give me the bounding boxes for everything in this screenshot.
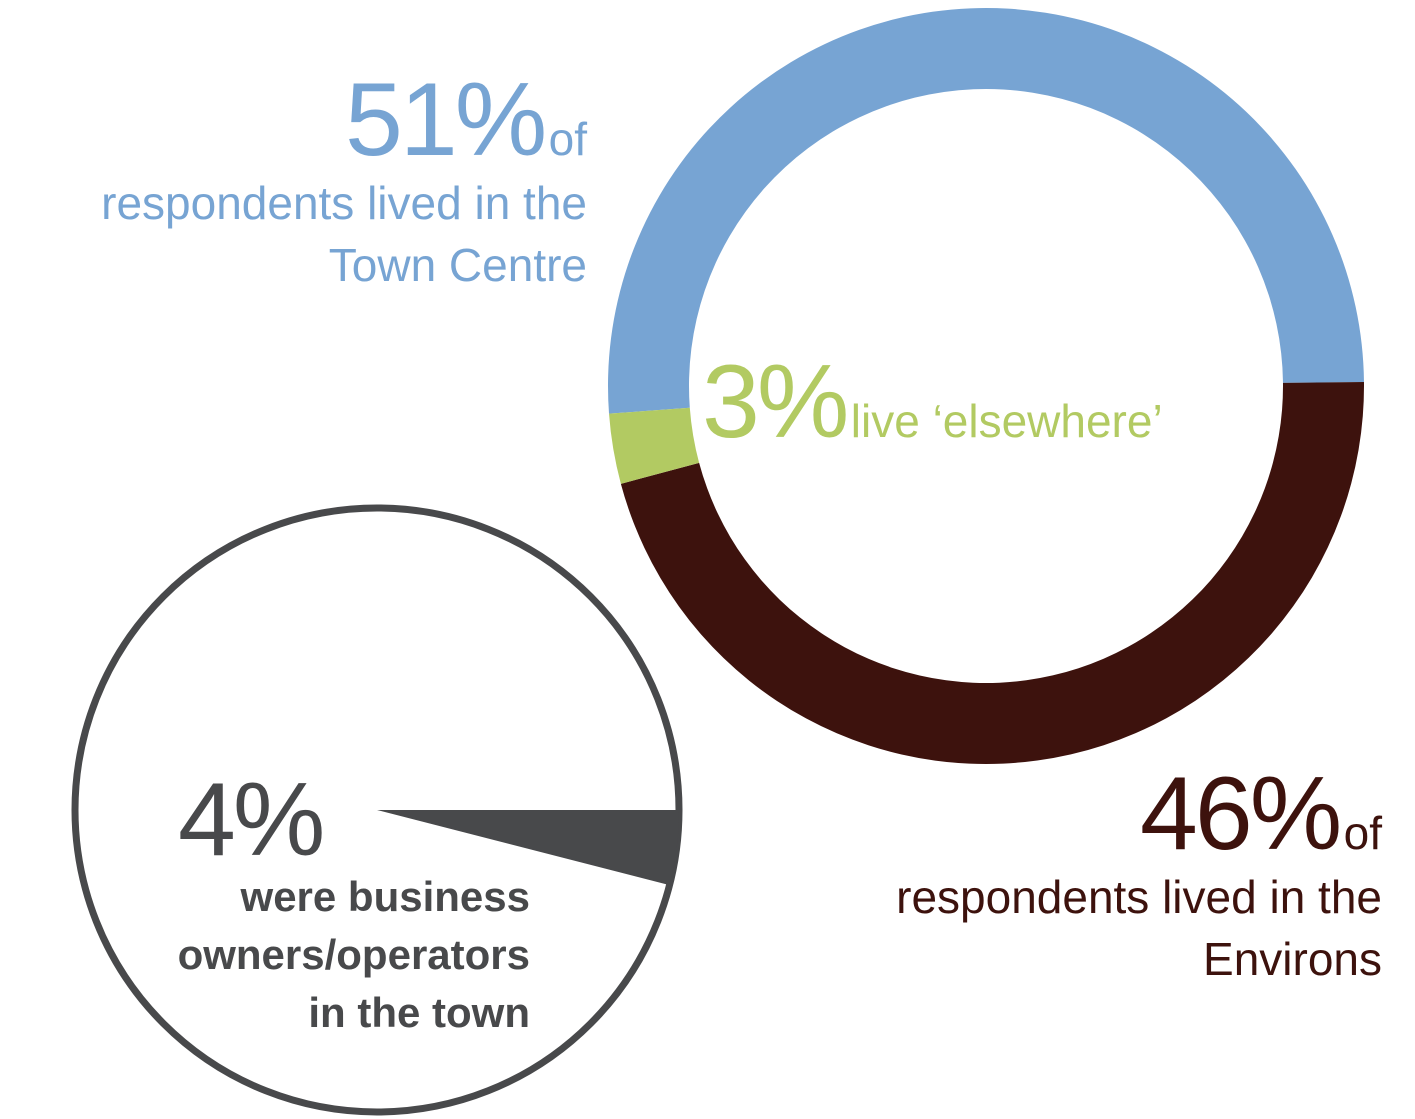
business-pie-chart bbox=[71, 504, 683, 1116]
residence-donut-chart bbox=[607, 7, 1364, 764]
town-centre-text-line1: respondents lived in the bbox=[101, 177, 587, 229]
elsewhere-text: live ‘elsewhere’ bbox=[850, 395, 1163, 447]
environs-text-line1: respondents lived in the bbox=[896, 871, 1382, 923]
business-text-line3: in the town bbox=[308, 989, 530, 1036]
pie-slice-business bbox=[377, 810, 679, 886]
environs-label: 46% of respondents lived in the Environs bbox=[896, 762, 1382, 990]
business-text-line2: owners/operators bbox=[177, 931, 530, 978]
business-text-line1: were business bbox=[240, 873, 530, 920]
town-centre-text-line2: Town Centre bbox=[328, 239, 587, 291]
environs-of: of bbox=[1343, 807, 1382, 859]
town-centre-value: 51% bbox=[345, 62, 547, 178]
business-value-wrap: 4% bbox=[178, 768, 325, 872]
environs-text-line2: Environs bbox=[1203, 933, 1382, 985]
business-value: 4% bbox=[178, 762, 325, 878]
donut-slice-town-centre bbox=[607, 7, 1364, 414]
donut-slice-elsewhere bbox=[609, 407, 700, 484]
elsewhere-label: 3% live ‘elsewhere’ bbox=[702, 350, 1163, 454]
town-centre-label: 51% of respondents lived in the Town Cen… bbox=[101, 68, 587, 296]
business-text: were business owners/operators in the to… bbox=[178, 868, 530, 1042]
environs-value: 46% bbox=[1140, 756, 1342, 872]
town-centre-of: of bbox=[548, 113, 587, 165]
donut-slice-environs bbox=[620, 382, 1364, 764]
elsewhere-value: 3% bbox=[702, 344, 849, 460]
